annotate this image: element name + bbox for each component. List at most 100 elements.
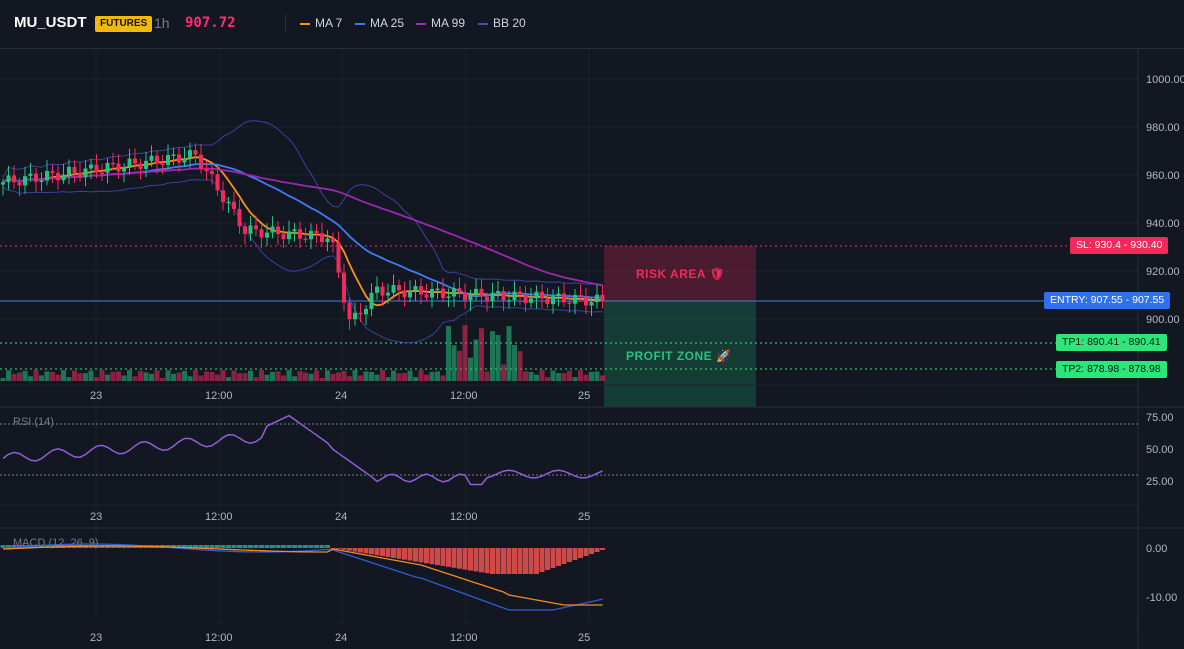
candle-body: [138, 163, 143, 169]
candle-body: [600, 294, 605, 301]
candle-body: [177, 154, 181, 163]
grid-lines: [0, 49, 1138, 622]
volume-bar: [429, 371, 435, 381]
candle-body: [127, 158, 132, 168]
candle-body: [353, 312, 357, 320]
volume-bar: [116, 371, 121, 381]
legend-label: BB 20: [493, 16, 526, 30]
volume-bar: [330, 373, 336, 381]
volume-bar: [77, 373, 83, 381]
macd-histogram-bar: [237, 545, 242, 548]
macd-histogram-bar: [11, 545, 17, 548]
candle-body: [265, 232, 269, 238]
volume-bar: [352, 370, 358, 381]
candle-body: [303, 238, 308, 241]
legend-bb20[interactable]: BB 20: [478, 16, 526, 30]
candle-body: [567, 302, 572, 304]
candle-body: [397, 285, 401, 291]
macd-histogram-bar: [418, 548, 424, 563]
legend-ma99[interactable]: MA 99: [416, 16, 465, 30]
rsi-line: [2, 414, 603, 486]
timeframe-label[interactable]: 1h: [154, 15, 170, 31]
macd-line: [2, 543, 603, 611]
volume-bar: [556, 373, 561, 381]
macd-histogram-bar: [0, 545, 6, 548]
volume-bar: [539, 370, 545, 381]
macd-histogram-bar: [182, 545, 187, 548]
candle-body: [507, 300, 511, 302]
volume-bar: [127, 370, 132, 381]
volume-bar: [380, 370, 385, 381]
macd-histogram-bar: [490, 548, 495, 574]
legend-ma7[interactable]: MA 7: [300, 16, 342, 30]
candle-body: [325, 238, 330, 243]
volume-bar: [578, 370, 583, 381]
candle-body: [419, 286, 423, 295]
profit-zone: [604, 302, 756, 407]
volume-bar: [281, 375, 286, 381]
macd-label: MACD (12, 26, 9): [13, 537, 99, 549]
candle-body: [380, 286, 385, 296]
take-profit-1-tag: TP1: 890.41 - 890.41: [1056, 334, 1167, 351]
volume-bar: [572, 377, 578, 381]
candle-body: [221, 190, 225, 203]
volume-bar: [589, 371, 594, 381]
volume-bar: [275, 371, 281, 381]
volume-bar: [473, 339, 479, 381]
candle-body: [369, 292, 374, 309]
legend-ma25[interactable]: MA 25: [355, 16, 404, 30]
volume-bar: [110, 371, 116, 381]
volume-bar: [435, 371, 440, 381]
volume-bar: [402, 373, 407, 381]
volume-bar: [413, 377, 418, 381]
macd-histogram-bar: [209, 545, 215, 548]
candle-body: [276, 226, 280, 235]
volume-bar: [99, 370, 105, 381]
candle-body: [155, 155, 159, 164]
candle-body: [100, 172, 104, 175]
candle-body: [512, 291, 517, 301]
trade-zones: [604, 246, 756, 407]
candle-body: [243, 226, 247, 234]
candle-body: [204, 169, 209, 172]
symbol-name[interactable]: MU_USDT: [14, 14, 87, 31]
candle-body: [50, 170, 55, 173]
volume-bar: [341, 370, 347, 381]
candle-body: [287, 231, 291, 240]
macd-histogram-bar: [583, 548, 589, 556]
candle-body: [496, 290, 500, 293]
macd-histogram-bar: [567, 548, 572, 562]
volume-bar: [259, 370, 264, 381]
volume-bar: [457, 350, 462, 381]
volume-bar: [385, 377, 391, 381]
volume-bar: [462, 325, 468, 381]
volume-bar: [50, 371, 55, 381]
time-tick: 12:00: [450, 390, 478, 402]
volume-bar: [182, 370, 187, 381]
volume-bar: [583, 374, 589, 381]
bb-lower: [2, 179, 603, 344]
macd-histogram-bar: [484, 548, 490, 574]
candle-body: [67, 166, 71, 175]
volume-bar: [264, 374, 270, 381]
volume-bar: [468, 357, 473, 381]
stop-loss-tag: SL: 930.4 - 930.40: [1070, 237, 1169, 254]
volume-bar: [501, 364, 506, 381]
macd-histogram-bar: [336, 548, 341, 549]
macd-histogram-bar: [446, 548, 451, 567]
macd-histogram-bar: [215, 545, 220, 548]
macd-histogram-bar: [600, 548, 605, 550]
volume-bar: [154, 370, 160, 381]
volume-bar: [242, 373, 248, 381]
macd-histogram-bar: [308, 545, 314, 548]
candle-body: [17, 182, 22, 186]
volume-bar: [440, 375, 446, 381]
profit-zone-text: PROFIT ZONE: [626, 349, 713, 363]
candle-body: [144, 160, 148, 169]
time-tick: 24: [335, 511, 347, 523]
rsi-panel: [0, 414, 1138, 486]
macd-histogram-bar: [402, 548, 407, 560]
signal-line: [2, 545, 603, 606]
macd-histogram-bar: [231, 545, 237, 548]
